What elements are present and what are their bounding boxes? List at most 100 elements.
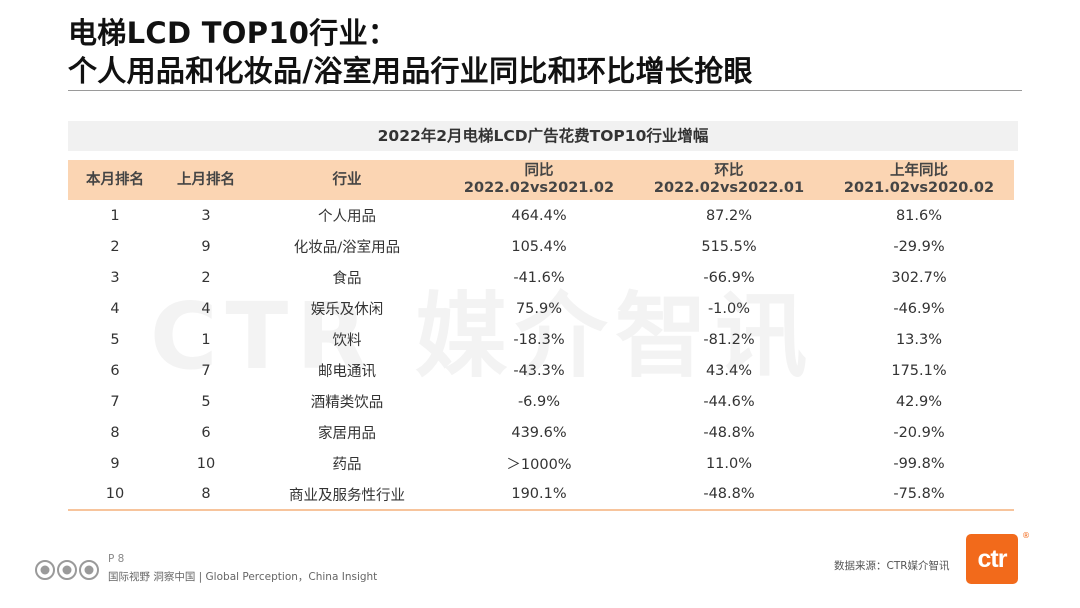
cell-rank-last: 10	[196, 455, 216, 472]
cell-rank-last: 2	[201, 269, 211, 286]
cell-rank-this: 10	[68, 479, 162, 511]
cell-rank-this: 6	[110, 362, 120, 379]
registered-mark: ®	[1022, 531, 1030, 540]
table-row: 7 5 酒精类饮品 -6.9% -44.6% 42.9%	[68, 386, 1014, 417]
cell-yoy: 190.1%	[444, 479, 634, 511]
cell-industry: 家居用品	[318, 426, 376, 442]
cell-prev-yoy: -99.8%	[893, 455, 945, 472]
cell-yoy: -18.3%	[513, 331, 565, 348]
title-divider	[68, 90, 1022, 91]
cell-rank-this: 4	[110, 300, 120, 317]
cell-rank-last: 7	[201, 362, 211, 379]
cell-industry: 饮料	[332, 333, 362, 349]
cell-mom: -1.0%	[707, 300, 751, 317]
cell-industry: 酒精类饮品	[310, 395, 384, 411]
cell-yoy: 439.6%	[511, 424, 567, 441]
cell-mom: 43.4%	[705, 362, 753, 379]
cell-industry: 商业及服务性行业	[250, 479, 444, 511]
table-header-row: 本月排名 上月排名 行业 同比 2022.02vs2021.02 环比 2022…	[68, 160, 1014, 200]
cell-mom: 87.2%	[705, 207, 753, 224]
cell-rank-this: 7	[110, 393, 120, 410]
header-mom-label: 环比	[714, 163, 744, 179]
cell-prev-yoy: 175.1%	[891, 362, 947, 379]
cell-mom: -48.8%	[634, 479, 824, 511]
header-rank-last-label: 上月排名	[177, 171, 235, 188]
cell-industry: 娱乐及休闲	[310, 302, 384, 318]
title-line-2: 个人用品和化妆品/浴室用品行业同比和环比增长抢眼	[68, 54, 753, 88]
cell-rank-last: 1	[201, 331, 211, 348]
footer-brand-logo	[35, 560, 99, 580]
cell-prev-yoy: -20.9%	[893, 424, 945, 441]
cell-industry: 邮电通讯	[318, 364, 376, 380]
table-row: 1 3 个人用品 464.4% 87.2% 81.6%	[68, 200, 1014, 231]
cell-mom: -48.8%	[703, 424, 755, 441]
cell-yoy: 75.9%	[515, 300, 563, 317]
cell-rank-last: 6	[201, 424, 211, 441]
header-rank-this-month: 本月排名	[68, 160, 162, 200]
cell-rank-this: 5	[110, 331, 120, 348]
header-prev-yoy-label: 上年同比	[890, 163, 948, 179]
cell-prev-yoy: -46.9%	[893, 300, 945, 317]
cell-rank-last: 4	[201, 300, 211, 317]
cell-rank-last: 9	[201, 238, 211, 255]
table-row: 3 2 食品 -41.6% -66.9% 302.7%	[68, 262, 1014, 293]
table-row: 2 9 化妆品/浴室用品 105.4% 515.5% -29.9%	[68, 231, 1014, 262]
footer-tagline: 国际视野 洞察中国 | Global Perception，China Insi…	[108, 571, 378, 583]
data-source: 数据来源：CTR媒介智讯	[834, 560, 950, 572]
cell-prev-yoy: 13.3%	[895, 331, 943, 348]
title-line-1: 电梯LCD TOP10行业：	[68, 16, 398, 50]
cell-industry: 食品	[332, 271, 362, 287]
table-row: 4 4 娱乐及休闲 75.9% -1.0% -46.9%	[68, 293, 1014, 324]
logo-dot-2	[62, 565, 72, 575]
cell-rank-this: 9	[110, 455, 120, 472]
cell-rank-this: 8	[110, 424, 120, 441]
header-prev-yoy: 上年同比 2021.02vs2020.02	[824, 160, 1014, 200]
cell-prev-yoy: 81.6%	[895, 207, 943, 224]
cell-rank-this: 3	[110, 269, 120, 286]
cell-rank-last: 8	[162, 479, 250, 511]
cell-prev-yoy: 302.7%	[891, 269, 947, 286]
logo-dot-3	[84, 565, 94, 575]
header-rank-this-label: 本月排名	[86, 171, 144, 188]
cell-mom: -66.9%	[703, 269, 755, 286]
cell-yoy: ＞1000%	[506, 457, 572, 473]
logo-dot-1	[40, 565, 50, 575]
table-row: 6 7 邮电通讯 -43.3% 43.4% 175.1%	[68, 355, 1014, 386]
table-row: 10 8 商业及服务性行业 190.1% -48.8% -75.8%	[68, 479, 1014, 511]
cell-prev-yoy: 42.9%	[895, 393, 943, 410]
cell-mom: 11.0%	[705, 455, 753, 472]
header-mom-period: 2022.02vs2022.01	[653, 180, 805, 196]
table-row: 9 10 药品 ＞1000% 11.0% -99.8%	[68, 448, 1014, 479]
cell-yoy: -6.9%	[517, 393, 561, 410]
cell-yoy: 105.4%	[511, 238, 567, 255]
header-yoy-label: 同比	[524, 163, 554, 179]
header-industry: 行业	[250, 160, 444, 200]
table-row: 8 6 家居用品 439.6% -48.8% -20.9%	[68, 417, 1014, 448]
header-mom: 环比 2022.02vs2022.01	[634, 160, 824, 200]
cell-industry: 药品	[332, 457, 362, 473]
cell-mom: 515.5%	[701, 238, 757, 255]
table-title: 2022年2月电梯LCD广告花费TOP10行业增幅	[68, 121, 1018, 151]
cell-industry: 化妆品/浴室用品	[293, 240, 401, 256]
cell-yoy: 464.4%	[511, 207, 567, 224]
cell-mom: -81.2%	[703, 331, 755, 348]
header-industry-label: 行业	[332, 171, 362, 188]
cell-rank-last: 3	[201, 207, 211, 224]
header-yoy-period: 2022.02vs2021.02	[463, 180, 615, 196]
table-body: 1 3 个人用品 464.4% 87.2% 81.6% 2 9 化妆品/浴室用品 105.4% 51…	[68, 200, 1014, 511]
cell-prev-yoy: -75.8%	[824, 479, 1014, 511]
page-number: P 8	[108, 553, 125, 565]
cell-rank-this: 2	[110, 238, 120, 255]
header-rank-last-month: 上月排名	[162, 160, 250, 200]
slide-title: 电梯LCD TOP10行业： 个人用品和化妆品/浴室用品行业同比和环比增长抢眼	[68, 14, 1028, 90]
cell-yoy: -43.3%	[513, 362, 565, 379]
industry-growth-table: 本月排名 上月排名 行业 同比 2022.02vs2021.02 环比 2022…	[68, 160, 1014, 511]
table-row: 5 1 饮料 -18.3% -81.2% 13.3%	[68, 324, 1014, 355]
cell-mom: -44.6%	[703, 393, 755, 410]
ctr-logo: ctr	[966, 534, 1018, 584]
cell-rank-this: 1	[110, 207, 120, 224]
cell-industry: 个人用品	[318, 209, 376, 225]
cell-prev-yoy: -29.9%	[893, 238, 945, 255]
cell-rank-last: 5	[201, 393, 211, 410]
header-prev-yoy-period: 2021.02vs2020.02	[843, 180, 995, 196]
